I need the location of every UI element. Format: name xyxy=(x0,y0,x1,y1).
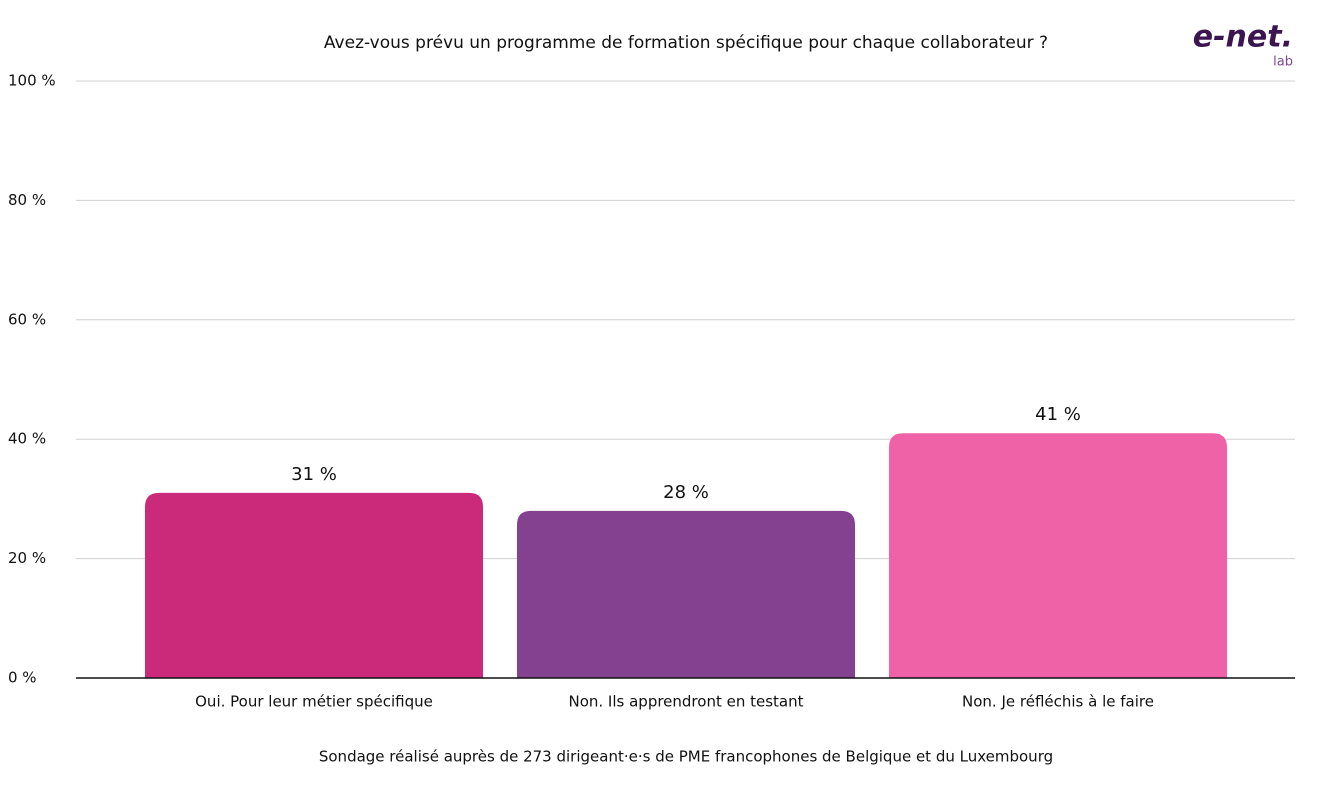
logo-sub: lab xyxy=(1273,55,1293,70)
y-tick-label: 100 % xyxy=(8,72,56,90)
bar xyxy=(889,433,1227,678)
x-tick-label: Non. Ils apprendront en testant xyxy=(568,693,803,711)
x-tick-label: Oui. Pour leur métier spécifique xyxy=(195,693,433,711)
y-tick-label: 40 % xyxy=(8,430,46,448)
y-tick-label: 60 % xyxy=(8,310,46,328)
x-tick-label: Non. Je réfléchis à le faire xyxy=(962,693,1154,711)
y-tick-label: 20 % xyxy=(8,549,46,567)
chart-note: Sondage réalisé auprès de 273 dirigeant·… xyxy=(319,748,1053,766)
y-tick-label: 80 % xyxy=(8,191,46,209)
bar xyxy=(517,510,855,678)
value-label: 28 % xyxy=(663,482,709,503)
y-tick-label: 0 % xyxy=(8,669,37,687)
logo: e-net. xyxy=(1193,20,1293,55)
value-label: 31 % xyxy=(291,464,337,485)
bar xyxy=(145,492,483,678)
value-label: 41 % xyxy=(1035,404,1081,425)
chart-title: Avez-vous prévu un programme de formatio… xyxy=(324,33,1048,53)
